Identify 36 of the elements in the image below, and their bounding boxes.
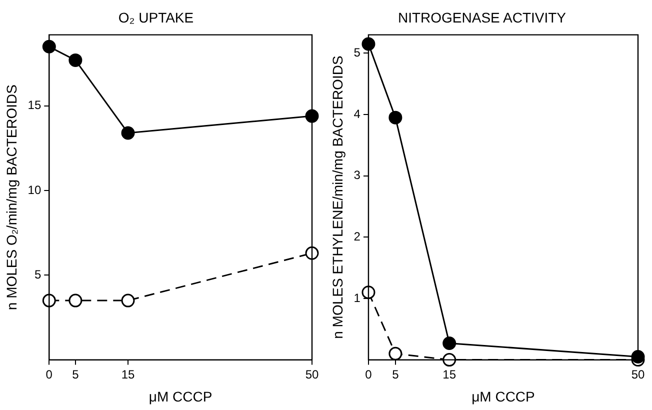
point: [68, 53, 82, 67]
point: [42, 40, 56, 54]
point: [68, 294, 82, 308]
y-tick-label: 10: [28, 182, 42, 197]
point: [388, 110, 402, 124]
point: [305, 246, 319, 260]
y-axis-title: n MOLES O₂/min/mg BACTEROIDS: [3, 84, 20, 310]
y-tick-label: 2: [354, 229, 361, 244]
y-tick-label: 1: [354, 290, 361, 305]
y-tick-label: 3: [354, 168, 361, 182]
chart-title: NITROGENASE ACTIVITY: [398, 9, 567, 26]
y-tick-label: 5: [34, 267, 42, 282]
point: [121, 126, 135, 140]
x-tick-label: 15: [121, 367, 135, 382]
point: [362, 37, 376, 51]
point: [305, 109, 319, 123]
point: [362, 286, 376, 300]
y-tick-label: 15: [28, 98, 42, 112]
x-tick-label: 5: [392, 367, 400, 382]
x-tick-label: 5: [72, 367, 80, 382]
point: [442, 336, 456, 350]
chart-title: O₂ UPTAKE: [118, 9, 194, 26]
point: [121, 294, 135, 308]
x-tick-label: 50: [305, 367, 319, 382]
x-axis-title: μM CCCP: [472, 388, 535, 404]
point: [442, 353, 456, 367]
x-tick-label: 0: [46, 367, 53, 382]
x-tick-label: 0: [365, 367, 372, 382]
y-tick-label: 5: [354, 46, 361, 60]
y-axis-title: n MOLES ETHYLENE/min/mg BACTEROIDS: [329, 56, 346, 339]
y-tick-label: 4: [354, 106, 361, 121]
x-tick-label: 15: [442, 367, 456, 382]
point: [42, 294, 56, 308]
x-tick-label: 50: [631, 367, 645, 382]
x-axis-title: μM CCCP: [148, 388, 212, 404]
point: [388, 346, 402, 360]
